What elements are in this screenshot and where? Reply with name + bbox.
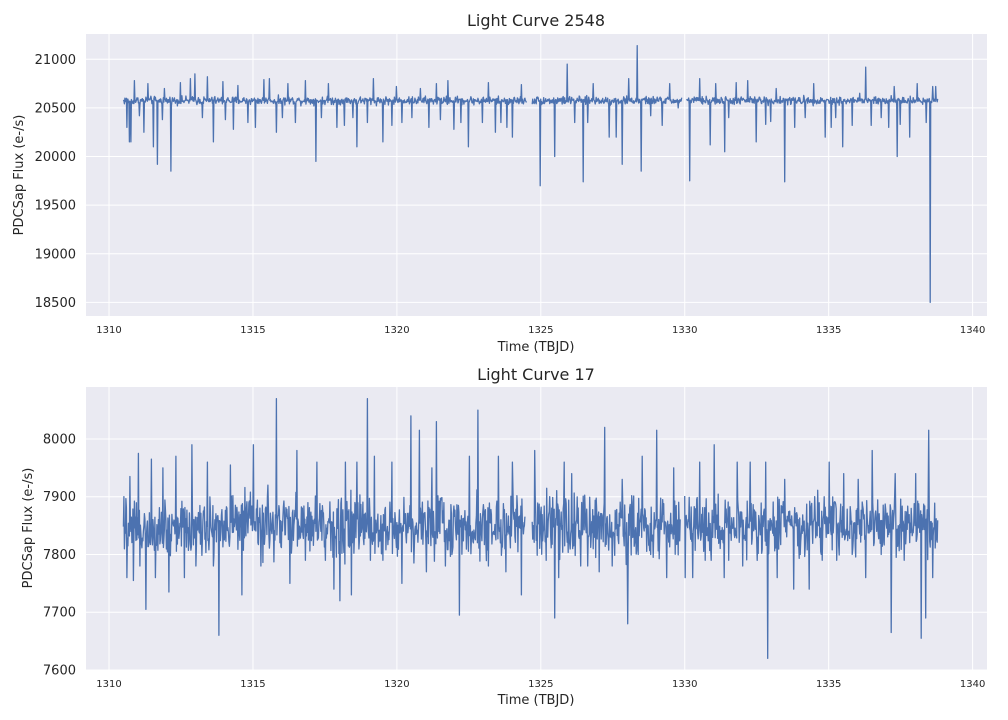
chart-title: Light Curve 17 (477, 365, 595, 384)
y-tick-labels: 7600 7700 7800 7900 8000 (43, 432, 76, 678)
series-line-segment (531, 45, 683, 187)
x-tick-label: 1340 (960, 325, 985, 336)
x-tick-label: 1310 (96, 325, 121, 336)
y-tick-label: 7700 (43, 606, 76, 621)
y-tick-label: 7800 (43, 548, 76, 563)
series-line (122, 45, 939, 304)
x-tick-labels: 1310 1315 1320 1325 1330 1335 1340 (96, 679, 985, 690)
x-tick-label: 1335 (816, 679, 841, 690)
y-tick-label: 19500 (35, 199, 76, 214)
series-line-segment (686, 66, 939, 304)
x-tick-label: 1340 (960, 679, 985, 690)
y-tick-label: 7600 (43, 664, 76, 679)
x-tick-label: 1330 (672, 325, 697, 336)
x-tick-label: 1315 (240, 325, 265, 336)
series-line-segment (684, 429, 939, 660)
x-tick-label: 1310 (96, 679, 121, 690)
x-tick-label: 1320 (384, 679, 409, 690)
y-axis-label: PDCSap Flux (e-/s) (21, 468, 36, 589)
x-tick-label: 1315 (240, 679, 265, 690)
x-tick-label: 1330 (672, 679, 697, 690)
x-axis-label: Time (TBJD) (497, 340, 575, 355)
x-tick-label: 1325 (528, 679, 553, 690)
y-tick-label: 8000 (43, 432, 76, 447)
y-tick-label: 21000 (35, 53, 76, 68)
panel-light-curve-17: 1310 1315 1320 1325 1330 1335 1340 7600 7700 780… (21, 365, 987, 708)
series-line-segment (122, 73, 528, 172)
series-line-segment (122, 397, 526, 636)
x-axis-label: Time (TBJD) (497, 693, 575, 708)
x-tick-label: 1335 (816, 325, 841, 336)
chart-title: Light Curve 2548 (467, 11, 605, 30)
x-tick-labels: 1310 1315 1320 1325 1330 1335 1340 (96, 325, 985, 336)
y-tick-label: 18500 (35, 296, 76, 311)
series-line (122, 397, 939, 660)
y-tick-label: 19000 (35, 247, 76, 262)
plot-area (86, 34, 987, 316)
gridlines (86, 34, 987, 316)
y-tick-labels: 18500 19000 19500 20000 20500 21000 (35, 53, 76, 311)
series-line-segment (531, 426, 681, 625)
y-tick-label: 7900 (43, 490, 76, 505)
y-axis-label: PDCSap Flux (e-/s) (12, 115, 27, 236)
y-tick-label: 20500 (35, 101, 76, 116)
x-tick-label: 1320 (384, 325, 409, 336)
x-tick-label: 1325 (528, 325, 553, 336)
panel-light-curve-2548: 1310 1315 1320 1325 1330 1335 1340 18500190001… (12, 11, 987, 355)
y-tick-label: 20000 (35, 150, 76, 165)
